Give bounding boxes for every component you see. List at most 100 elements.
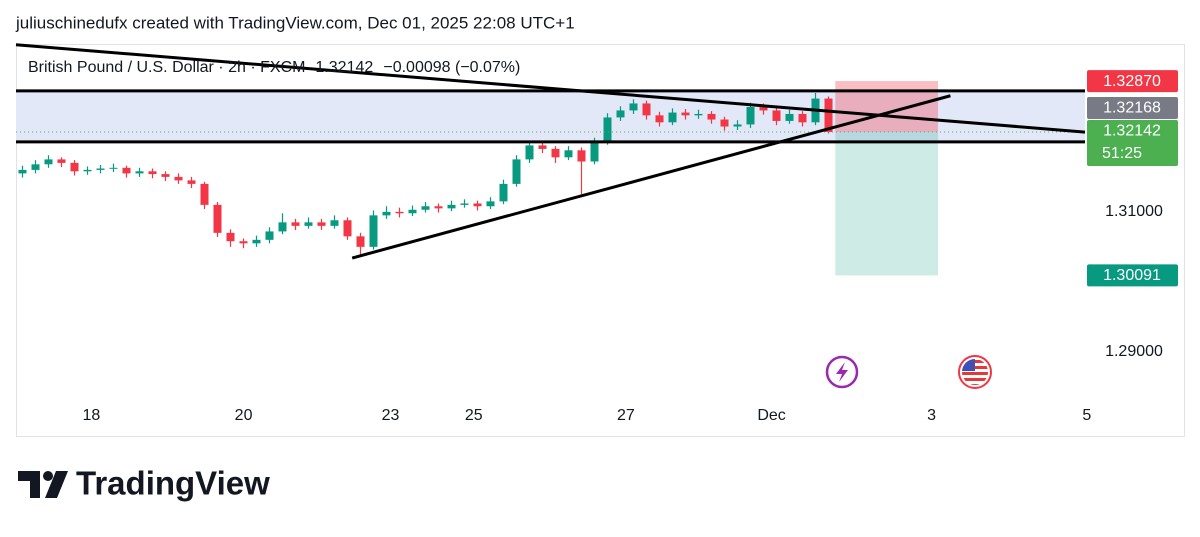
x-tick-label: 27 — [617, 407, 635, 424]
candle-body — [525, 145, 534, 160]
candle-body — [785, 113, 794, 121]
candle-body — [252, 239, 261, 244]
y-tick-label: 1.29000 — [1105, 343, 1163, 360]
us-flag — [962, 359, 988, 385]
candle-body — [499, 183, 508, 202]
candle-body — [317, 222, 326, 226]
candle-body — [83, 169, 92, 172]
price-label-box — [1087, 264, 1178, 287]
candle-body — [213, 204, 222, 233]
logo-mark — [18, 471, 40, 498]
candle-body — [642, 103, 651, 116]
candle-body — [421, 206, 430, 210]
candle-body — [265, 231, 274, 240]
candle-body — [720, 119, 729, 127]
price-label-countdown: 51:25 — [1102, 145, 1142, 162]
candle-body — [655, 115, 664, 123]
candle-body — [239, 241, 248, 244]
candle-body — [278, 222, 287, 232]
candle-body — [746, 106, 755, 125]
candle-body — [96, 168, 105, 170]
candle-body — [564, 150, 573, 158]
candle-body — [174, 176, 183, 181]
price-label-box — [1087, 70, 1178, 93]
x-tick-label: Dec — [757, 407, 785, 424]
candle-body — [356, 236, 365, 247]
legend-change: −0.00098 (−0.07%) — [383, 59, 520, 76]
chart-frame — [16, 44, 1185, 437]
candle-body — [733, 124, 742, 127]
candle-body — [824, 98, 833, 132]
candle-body — [343, 220, 352, 237]
x-tick-label: 18 — [83, 407, 101, 424]
trendline — [351, 94, 951, 260]
candle-body — [759, 106, 768, 111]
event-icon-bolt — [836, 362, 848, 382]
candle-body — [148, 171, 157, 175]
legend-title: British Pound / U.S. Dollar · 2h · FXCM — [28, 59, 305, 76]
candle-body — [434, 206, 443, 209]
candle-body — [135, 171, 144, 174]
credit: juliuschinedufx created with TradingView… — [15, 13, 575, 32]
candle-body — [291, 222, 300, 226]
candle-body — [512, 159, 521, 184]
candle-body — [603, 117, 612, 142]
x-tick-label: 23 — [382, 407, 400, 424]
candle-body — [590, 141, 599, 162]
target-zone — [835, 131, 939, 276]
candle-body — [44, 159, 53, 165]
price-label-box — [1087, 119, 1178, 166]
y-tick-label: 1.31000 — [1105, 203, 1163, 220]
candle-body — [616, 110, 625, 118]
candle-body — [460, 203, 469, 205]
price-label: 1.32870 — [1103, 73, 1161, 90]
candle-body — [772, 110, 781, 121]
candle-body — [577, 150, 586, 162]
candle-body — [447, 204, 456, 209]
event-icons — [825, 355, 992, 389]
x-tick-label: 25 — [465, 407, 483, 424]
candle-body — [109, 167, 118, 169]
candle-body — [707, 113, 716, 120]
logo-mark — [43, 471, 53, 481]
candle-body — [538, 145, 547, 149]
legend-price: 1.32142 — [315, 59, 373, 76]
candle-body — [31, 164, 40, 170]
candle-body — [122, 167, 131, 174]
candle-body — [629, 103, 638, 111]
x-tick-label: 5 — [1082, 407, 1091, 424]
candle-body — [187, 180, 196, 184]
candle-body — [473, 203, 482, 207]
candle-body — [681, 112, 690, 116]
candle-body — [694, 113, 703, 116]
candle-body — [226, 232, 235, 242]
candle-body — [486, 201, 495, 207]
candle-body — [70, 162, 79, 172]
plot-area — [15, 43, 1086, 276]
brand-name: TradingView — [76, 465, 270, 502]
candle-body — [304, 222, 313, 226]
logo-mark — [45, 471, 68, 498]
candle-body — [18, 169, 27, 174]
candle-body — [395, 211, 404, 214]
candle-body — [57, 159, 66, 163]
price-label: 1.32168 — [1103, 100, 1161, 117]
candle-body — [200, 183, 209, 205]
price-label-box — [1087, 96, 1178, 119]
candle-body — [668, 112, 677, 123]
brand-logo: TradingView — [18, 465, 270, 502]
candle-body — [161, 174, 170, 177]
candle-body — [798, 113, 807, 123]
price-label: 1.32142 — [1103, 123, 1161, 140]
candle-body — [408, 209, 417, 214]
x-tick-label: 3 — [927, 407, 936, 424]
candle-body — [551, 148, 560, 158]
trendline — [15, 43, 1086, 134]
x-tick-label: 20 — [235, 407, 253, 424]
price-label: 1.30091 — [1103, 267, 1161, 284]
legend: British Pound / U.S. Dollar · 2h · FXCM … — [28, 59, 520, 76]
candle-body — [382, 211, 391, 216]
